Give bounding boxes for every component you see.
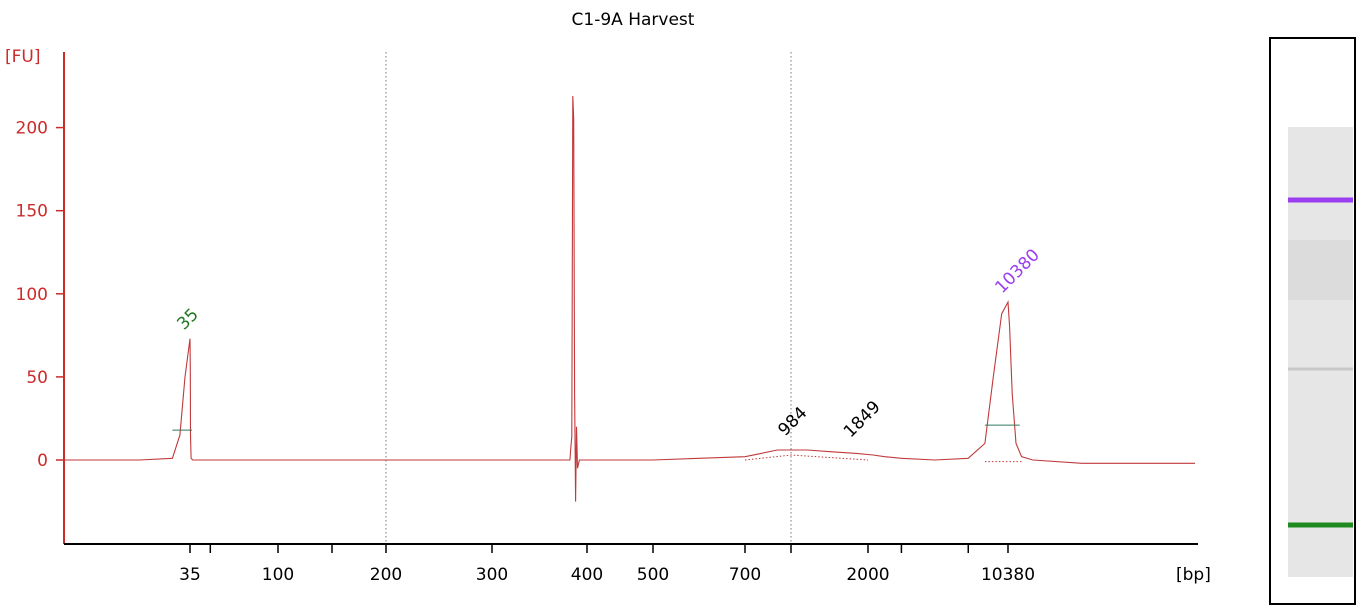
smear-baseline bbox=[744, 454, 869, 461]
peak-label: 1849 bbox=[840, 397, 885, 442]
x-tick-label: 100 bbox=[262, 565, 294, 585]
peak-label: 10380 bbox=[991, 245, 1043, 297]
y-tick-label: 0 bbox=[37, 451, 48, 471]
y-tick-label: 200 bbox=[16, 119, 48, 139]
gel-band bbox=[1288, 522, 1353, 528]
chart-title: C1-9A Harvest bbox=[572, 10, 695, 30]
y-ticks: 0 50 100 150 200 bbox=[16, 119, 64, 471]
fluorescence-trace bbox=[64, 95, 1195, 502]
gel-band bbox=[1288, 197, 1353, 203]
gel-lane-background bbox=[1288, 127, 1353, 577]
y-tick-label: 50 bbox=[26, 368, 48, 388]
x-tick-label: 500 bbox=[637, 565, 669, 585]
x-tick-label: 700 bbox=[729, 565, 761, 585]
gel-band bbox=[1288, 367, 1353, 371]
peak-label: 35 bbox=[173, 305, 202, 334]
peak-label: 984 bbox=[774, 403, 811, 440]
grid-lines bbox=[385, 52, 792, 544]
trace-layer bbox=[64, 95, 1195, 502]
gel-bands bbox=[1288, 197, 1353, 528]
y-tick-label: 100 bbox=[16, 285, 48, 305]
x-tick-label: 35 bbox=[179, 565, 201, 585]
x-axis-label: [bp] bbox=[1176, 565, 1211, 585]
x-tick-label: 10380 bbox=[981, 565, 1035, 585]
x-ticks: 35 100 200 300 400 500 700 2000 10380 bbox=[179, 544, 1035, 585]
peak-labels: 35 984 1849 10380 bbox=[173, 245, 1043, 442]
y-axis-label: [FU] bbox=[5, 47, 41, 67]
x-tick-label: 2000 bbox=[846, 565, 889, 585]
x-tick-label: 200 bbox=[370, 565, 402, 585]
x-tick-label: 400 bbox=[571, 565, 603, 585]
x-tick-label: 300 bbox=[476, 565, 508, 585]
gel-lane-shade bbox=[1288, 240, 1353, 300]
y-tick-label: 150 bbox=[16, 202, 48, 222]
gel-lane bbox=[1269, 37, 1356, 605]
